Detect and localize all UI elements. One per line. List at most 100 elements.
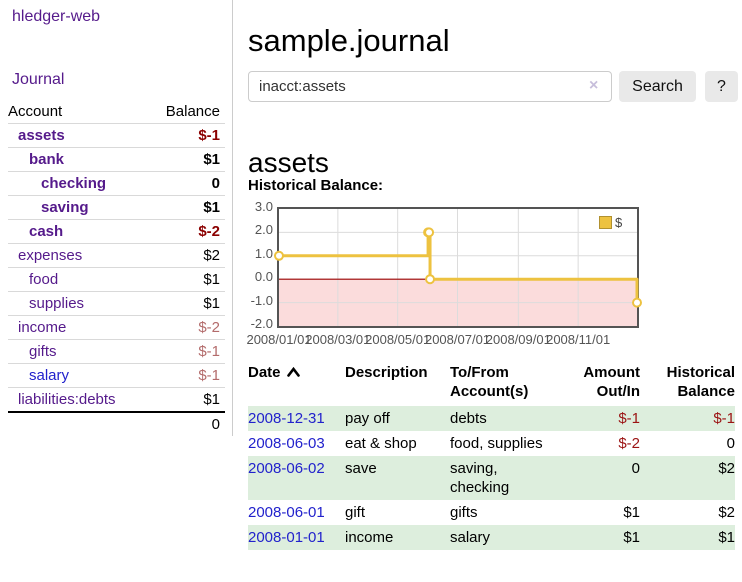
x-tick-label: 2008/07/01	[424, 332, 491, 347]
chart-plot-area: $	[274, 207, 642, 328]
account-link-supplies[interactable]: supplies	[29, 295, 85, 312]
legend-swatch-icon	[599, 216, 612, 229]
account-link-expenses[interactable]: expenses	[18, 247, 83, 264]
transaction-date-link[interactable]: 2008-06-02	[248, 460, 325, 477]
account-link-income[interactable]: income	[18, 319, 67, 336]
transaction-accounts: saving, checking	[450, 460, 510, 496]
account-balance: $1	[147, 267, 225, 292]
transaction-description: save	[345, 460, 377, 477]
y-tick-label: 2.0	[254, 222, 273, 238]
column-header-accounts: To/From Account(s)	[450, 364, 529, 400]
account-link-checking[interactable]: checking	[41, 175, 107, 192]
y-tick-label: -2.0	[250, 316, 273, 331]
account-row: expenses $2	[8, 243, 225, 268]
account-row: supplies $1	[8, 291, 225, 316]
transaction-accounts: food, supplies	[450, 435, 543, 452]
column-header-account: Account	[8, 100, 148, 124]
column-header-balance: Historical Balance	[666, 364, 735, 400]
search-input[interactable]	[248, 71, 612, 102]
account-balance: $-2	[147, 315, 225, 340]
account-balance: $-1	[147, 123, 225, 148]
account-row: income $-2	[8, 315, 225, 340]
account-balance: $-1	[147, 339, 225, 364]
account-link-assets[interactable]: assets	[18, 127, 65, 144]
transaction-balance: $-1	[713, 410, 735, 427]
search-form: × Search ?	[248, 71, 742, 102]
account-row: saving $1	[8, 195, 225, 220]
x-tick-label: 2008/01/01	[246, 332, 312, 347]
transaction-amount: $1	[623, 504, 640, 521]
account-row: gifts $-1	[8, 339, 225, 364]
transaction-amount: 0	[631, 460, 640, 477]
legend-label: $	[615, 215, 623, 230]
register-row: 2008-06-03 eat & shop food, supplies $-2…	[248, 431, 735, 456]
column-header-date[interactable]: Date	[248, 360, 345, 406]
transaction-accounts: gifts	[450, 504, 478, 521]
x-tick-label: 2008/03/01	[305, 332, 371, 347]
chart-title: Historical Balance:	[248, 177, 384, 194]
register-table: Date Description To/From Account(s) Amou…	[248, 360, 735, 550]
account-link-cash[interactable]: cash	[29, 223, 64, 240]
account-balance: $1	[147, 195, 225, 220]
account-row: checking 0	[8, 171, 225, 196]
transaction-description: eat & shop	[345, 435, 417, 452]
transaction-accounts: debts	[450, 410, 487, 427]
account-link-gifts[interactable]: gifts	[29, 343, 57, 360]
clear-search-icon[interactable]: ×	[589, 77, 599, 94]
transaction-date-link[interactable]: 2008-06-03	[248, 435, 325, 452]
transaction-amount: $-2	[618, 435, 640, 452]
column-header-balance: Balance	[147, 100, 225, 124]
register-row: 2008-06-01 gift gifts $1 $2	[248, 500, 735, 525]
y-tick-label: -1.0	[250, 292, 273, 308]
account-row: food $1	[8, 267, 225, 292]
transaction-date-link[interactable]: 2008-06-01	[248, 504, 325, 521]
accounts-table: Account Balance assets $-1 bank $1 check…	[8, 100, 225, 436]
account-link-bank[interactable]: bank	[29, 151, 65, 168]
page-title: sample.journal	[248, 22, 450, 58]
transaction-amount: $-1	[618, 410, 640, 427]
account-balance: $1	[147, 147, 225, 172]
column-header-description: Description	[345, 364, 428, 381]
accounts-total-row: 0	[8, 411, 225, 436]
sidebar-item-journal[interactable]: Journal	[12, 71, 65, 88]
transaction-date-link[interactable]: 2008-12-31	[248, 410, 325, 427]
transaction-description: income	[345, 529, 394, 546]
chart-canvas	[274, 209, 642, 326]
account-row: bank $1	[8, 147, 225, 172]
help-button[interactable]: ?	[705, 71, 738, 102]
account-balance: $-2	[147, 219, 225, 244]
transaction-date-link[interactable]: 2008-01-01	[248, 529, 325, 546]
transaction-balance: $2	[718, 460, 735, 477]
account-link-saving[interactable]: saving	[41, 199, 89, 216]
y-tick-label: 1.0	[254, 245, 273, 261]
account-link-food[interactable]: food	[29, 271, 59, 288]
x-tick-label: 2008/11/01	[546, 332, 611, 347]
transaction-accounts: salary	[450, 529, 491, 546]
register-row: 2008-01-01 income salary $1 $1	[248, 525, 735, 550]
accounts-table-header: Account Balance	[8, 100, 225, 124]
account-balance: 0	[147, 171, 225, 196]
account-row: liabilities:debts $1	[8, 387, 225, 413]
search-button[interactable]: Search	[619, 71, 696, 102]
account-link-salary[interactable]: salary	[29, 367, 70, 384]
transaction-balance: $2	[718, 504, 735, 521]
transaction-amount: $1	[623, 529, 640, 546]
sort-ascending-icon	[286, 363, 300, 382]
column-header-amount: Amount Out/In	[583, 364, 640, 400]
account-row: salary $-1	[8, 363, 225, 388]
y-tick-label: 3.0	[254, 199, 273, 214]
chart-legend: $	[597, 214, 625, 231]
y-tick-label: 0.0	[254, 269, 273, 285]
account-heading: assets	[248, 147, 329, 179]
register-row: 2008-06-02 save saving, checking 0 $2	[248, 456, 735, 500]
brand-link[interactable]: hledger-web	[12, 8, 101, 25]
transaction-description: pay off	[345, 410, 390, 427]
historical-balance-chart: 3.0 2.0 1.0 0.0 -1.0 -2.0 $ 2008/01/01 2008/03…	[246, 199, 688, 348]
account-row: assets $-1	[8, 123, 225, 148]
account-link-liabilities-debts[interactable]: liabilities:debts	[18, 391, 116, 408]
accounts-total: 0	[147, 411, 225, 436]
transaction-balance: 0	[726, 435, 735, 452]
transaction-balance: $1	[718, 529, 735, 546]
account-balance: $1	[147, 291, 225, 316]
account-balance: $-1	[147, 363, 225, 388]
